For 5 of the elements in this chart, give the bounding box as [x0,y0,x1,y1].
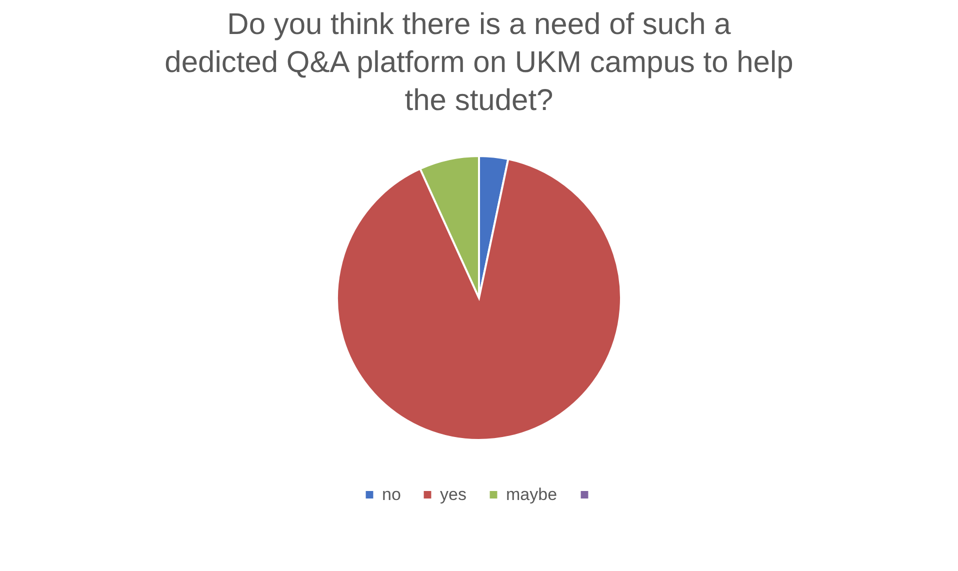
pie-slice [336,158,622,441]
legend-label: yes [440,484,466,504]
legend-label: maybe [506,484,558,504]
legend-label: no [382,484,401,504]
chart-title: Do you think there is a need of such a dedicted Q&A platform on UKM campus to help the studet? [164,8,794,117]
